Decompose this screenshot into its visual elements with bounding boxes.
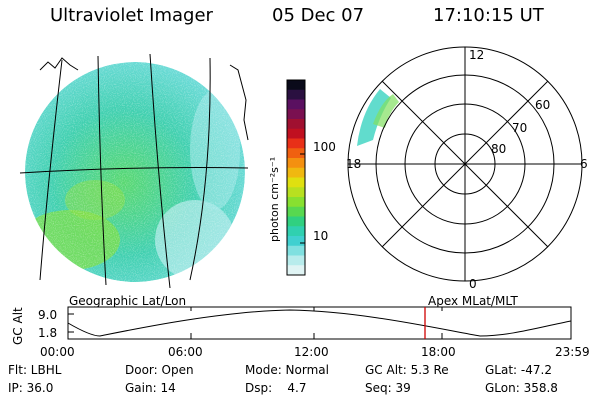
colorbar-swatch	[287, 226, 305, 237]
info-ip: IP: 36.0	[8, 381, 54, 395]
instrument-title: Ultraviolet Imager	[50, 5, 213, 26]
mlt-label-12: 12	[469, 48, 485, 62]
colorbar-swatch	[287, 265, 305, 276]
colorbar-tick-10: 10	[313, 229, 329, 243]
geo-image-disk	[25, 62, 245, 282]
info-filter: Flt: LBHL	[8, 363, 62, 377]
colorbar-unit-label: photon cm⁻²s⁻¹	[268, 157, 281, 242]
mlat-label-80: 80	[491, 142, 507, 156]
colorbar-swatch	[287, 255, 305, 266]
geo-coastline	[39, 57, 249, 141]
mlt-label-0: 0	[469, 277, 477, 291]
colorbar-frame	[286, 79, 306, 276]
altitude-plot-ticks	[68, 307, 443, 339]
colorbar-swatch	[287, 245, 305, 256]
colorbar-swatch	[287, 109, 305, 120]
info-glat: GLat: -47.2	[485, 363, 552, 377]
mlt-label-6: 6	[580, 157, 588, 171]
info-glon: GLon: 358.8	[485, 381, 558, 395]
colorbar-swatch	[287, 206, 305, 217]
polar-aurora-patch	[357, 89, 391, 146]
mlat-label-60: 60	[535, 98, 551, 112]
info-gc-alt: GC Alt: 5.3 Re	[365, 363, 449, 377]
xtick-0600: 06:00	[168, 345, 203, 359]
colorbar-swatch	[287, 89, 305, 100]
altitude-timeline-plot: GC Alt	[11, 306, 572, 345]
altitude-curve	[67, 309, 572, 337]
colorbar-swatch	[287, 138, 305, 149]
colorbar-swatch	[287, 99, 305, 110]
colorbar-swatch	[287, 80, 305, 91]
altitude-ytick-low: 1.8	[38, 326, 58, 340]
xtick-2359: 23:59	[555, 345, 590, 359]
colorbar-swatch	[287, 197, 305, 208]
altitude-ylabel: GC Alt	[11, 307, 25, 345]
xtick-0000: 00:00	[40, 345, 75, 359]
colorbar-swatch	[287, 177, 305, 188]
date-label: 05 Dec 07	[272, 5, 365, 26]
geo-grid-lines	[19, 53, 249, 289]
polar-grid	[347, 46, 583, 282]
mlat-label-70: 70	[512, 121, 528, 135]
colorbar-swatch	[287, 128, 305, 139]
polar-panel-label: Apex MLat/MLT	[428, 294, 518, 308]
mlt-label-18: 18	[346, 157, 362, 171]
colorbar: photon cm⁻²s⁻¹	[268, 79, 306, 276]
colorbar-tick-100: 100	[313, 140, 336, 154]
altitude-ytick-high: 9.0	[38, 308, 58, 322]
polar-aurora-bright	[373, 94, 399, 128]
info-gain: Gain: 14	[125, 381, 176, 395]
geographic-image-panel	[19, 53, 249, 289]
info-dsp: Dsp: 4.7	[245, 381, 307, 395]
colorbar-swatch	[287, 158, 305, 169]
colorbar-swatch	[287, 148, 305, 159]
info-mode: Mode: Normal	[245, 363, 329, 377]
colorbar-swatch	[287, 236, 305, 247]
info-door: Door: Open	[125, 363, 194, 377]
colorbar-swatch	[287, 119, 305, 130]
polar-mlat-mlt-panel	[347, 46, 583, 282]
colorbar-swatch	[287, 167, 305, 178]
xtick-1800: 18:00	[421, 345, 456, 359]
colorbar-swatch	[287, 216, 305, 227]
xtick-1200: 12:00	[294, 345, 329, 359]
time-label: 17:10:15 UT	[433, 5, 544, 26]
info-seq: Seq: 39	[365, 381, 411, 395]
colorbar-swatch	[287, 187, 305, 198]
geo-panel-label: Geographic Lat/Lon	[69, 294, 187, 308]
